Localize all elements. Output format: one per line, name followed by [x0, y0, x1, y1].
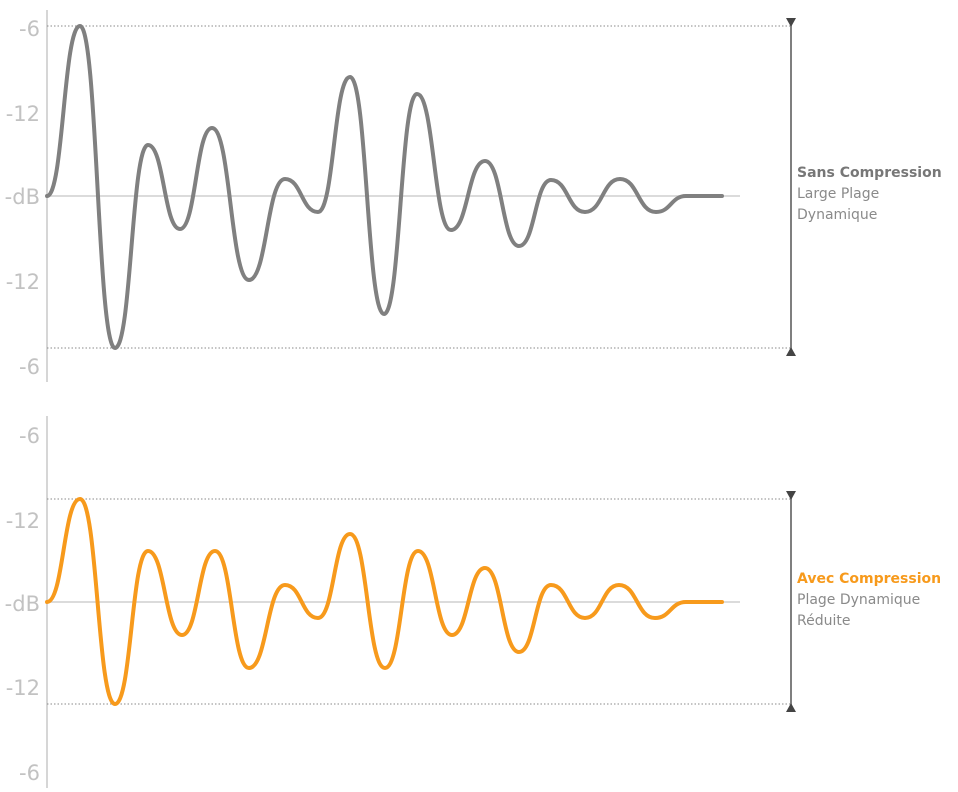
top-tick-label: -12: [6, 102, 40, 126]
bottom-legend-line: Plage Dynamique: [797, 592, 921, 608]
bottom-tick-label: -6: [19, 761, 40, 785]
bottom-range-bracket: [786, 491, 796, 712]
top-panel: -6 -12 -dB -12 -6: [5, 10, 796, 382]
bottom-waveform: [45, 497, 724, 706]
bracket-arrow-down-icon: [786, 18, 796, 27]
bottom-tick-label: -dB: [5, 592, 40, 616]
top-legend: Sans Compression Large Plage Dynamique: [797, 163, 942, 226]
bottom-tick-label: -6: [19, 424, 40, 448]
bottom-legend: Avec Compression Plage Dynamique Réduite: [797, 569, 941, 632]
bottom-legend-line: Réduite: [797, 613, 851, 629]
top-legend-line: Large Plage: [797, 186, 880, 202]
bottom-legend-title: Avec Compression: [797, 571, 942, 587]
top-tick-label: -dB: [5, 185, 40, 209]
top-range-bracket: [786, 18, 796, 356]
bracket-arrow-down-icon: [786, 491, 796, 500]
bottom-tick-label: -12: [6, 676, 40, 700]
top-tick-label: -6: [19, 355, 40, 379]
bracket-arrow-up-icon: [786, 703, 796, 712]
bracket-arrow-up-icon: [786, 347, 796, 356]
top-tick-label: -6: [19, 17, 40, 41]
top-legend-line: Dynamique: [797, 207, 878, 223]
top-tick-label: -12: [6, 270, 40, 294]
bottom-tick-label: -12: [6, 509, 40, 533]
top-legend-title: Sans Compression: [797, 165, 942, 181]
bottom-panel: -6 -12 -dB -12 -6: [5, 416, 796, 788]
top-waveform: [45, 24, 724, 350]
